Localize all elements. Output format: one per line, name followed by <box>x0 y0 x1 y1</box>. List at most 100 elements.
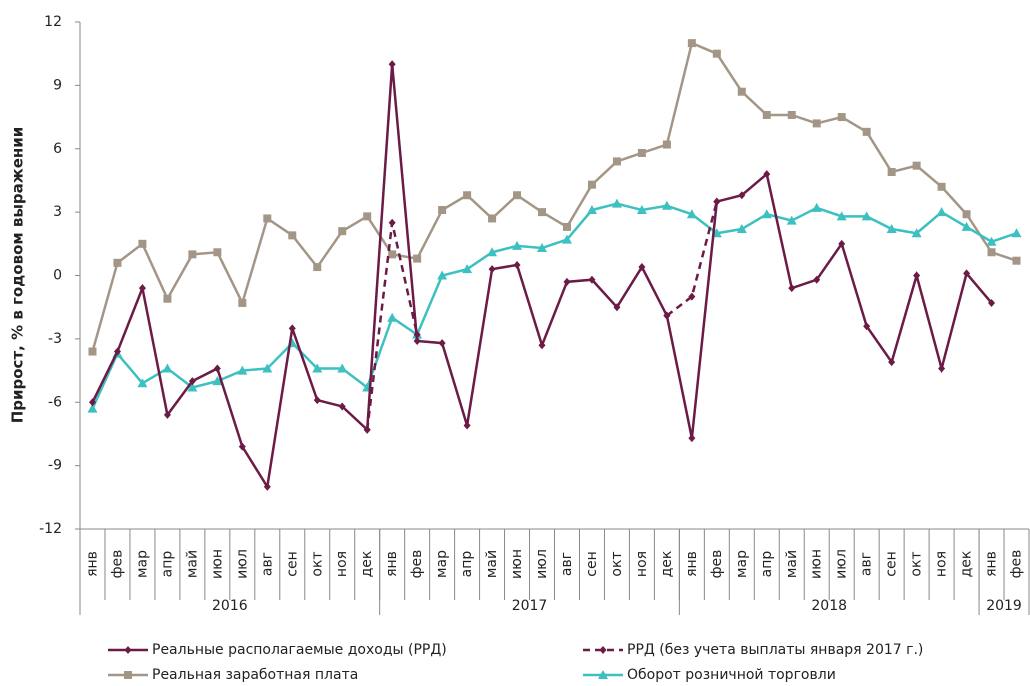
x-tick-label: фев <box>409 550 425 579</box>
point <box>863 322 871 331</box>
point <box>663 311 671 320</box>
point <box>686 209 697 219</box>
x-tick-label: ноя <box>634 551 650 577</box>
point <box>438 339 446 348</box>
x-tick-label: авг <box>259 552 275 576</box>
point <box>837 113 846 122</box>
point <box>138 284 146 293</box>
x-tick-label: мар <box>434 550 450 578</box>
x-tick-label: сен <box>284 551 300 576</box>
point <box>913 271 921 280</box>
point <box>887 167 896 176</box>
x-tick-label: апр <box>759 551 775 578</box>
point <box>363 425 371 434</box>
point <box>861 211 872 221</box>
point <box>213 364 221 373</box>
series-line <box>91 202 1017 410</box>
point <box>338 402 346 411</box>
point <box>212 376 223 386</box>
point <box>812 119 821 128</box>
point <box>988 298 996 307</box>
legend-label: Реальная заработная плата <box>152 667 358 683</box>
point <box>1011 228 1022 238</box>
x-tick-label: янв <box>384 551 400 577</box>
point <box>437 270 448 280</box>
point <box>438 206 447 215</box>
point <box>188 250 197 259</box>
point <box>838 239 846 248</box>
x-tick-label: май <box>784 550 800 578</box>
point <box>312 363 323 373</box>
point <box>961 221 972 231</box>
x-tick-label: ноя <box>934 551 950 577</box>
x-tick-label: фев <box>1009 550 1025 579</box>
point <box>687 39 696 48</box>
point <box>288 231 297 240</box>
point <box>788 284 796 293</box>
point <box>313 263 322 272</box>
point <box>237 365 248 375</box>
point <box>637 148 646 157</box>
y-tick-label: -12 <box>39 521 62 537</box>
point <box>363 212 372 221</box>
point <box>488 214 497 223</box>
x-tick-label: окт <box>909 551 925 576</box>
point <box>911 228 922 238</box>
point <box>137 378 148 388</box>
y-axis-label: Прирост, % в годовом выражении <box>9 127 27 424</box>
y-tick-label: 3 <box>53 204 62 220</box>
x-tick-label: сен <box>584 551 600 576</box>
legend-label: Реальные располагаемые доходы (РРД) <box>152 642 447 658</box>
x-tick-label: дек <box>659 551 675 578</box>
point <box>762 110 771 119</box>
point <box>738 191 746 200</box>
x-tick-label: июл <box>834 549 850 579</box>
point <box>113 258 122 267</box>
x-tick-label: апр <box>459 551 475 578</box>
point <box>962 210 971 219</box>
point <box>613 303 621 312</box>
point <box>162 363 173 373</box>
point <box>987 248 996 257</box>
point <box>612 157 621 166</box>
point <box>561 234 572 244</box>
x-tick-label: дек <box>959 551 975 578</box>
legend-marker <box>599 646 607 654</box>
x-tick-label: сен <box>884 551 900 576</box>
point <box>238 442 246 451</box>
point <box>737 87 746 96</box>
x-tick-label: янв <box>84 551 100 577</box>
point <box>936 207 947 217</box>
point <box>811 202 822 212</box>
point <box>587 180 596 189</box>
series-line <box>91 41 1017 352</box>
group-label: 2018 <box>811 598 847 614</box>
point <box>388 218 396 227</box>
point <box>87 403 98 413</box>
point <box>413 254 422 263</box>
x-tick-label: май <box>484 550 500 578</box>
point <box>513 260 521 269</box>
y-tick-label: 0 <box>53 268 62 284</box>
point <box>337 363 348 373</box>
legend-label: РРД (без учета выплаты января 2017 г.) <box>627 642 923 658</box>
point <box>537 243 548 253</box>
x-tick-label: окт <box>309 551 325 576</box>
point <box>388 60 396 69</box>
legend-marker <box>124 671 132 679</box>
x-tick-label: июл <box>234 549 250 579</box>
point <box>1012 256 1021 265</box>
point <box>638 263 646 272</box>
point <box>313 396 321 405</box>
x-tick-label: июн <box>209 549 225 579</box>
point <box>912 161 921 170</box>
point <box>487 247 498 257</box>
group-label: 2019 <box>986 598 1022 614</box>
point <box>636 205 647 215</box>
series-line <box>91 64 993 491</box>
y-tick-label: -9 <box>48 458 62 474</box>
point <box>736 224 747 234</box>
point <box>786 215 797 225</box>
point <box>187 382 198 392</box>
point <box>713 197 721 206</box>
